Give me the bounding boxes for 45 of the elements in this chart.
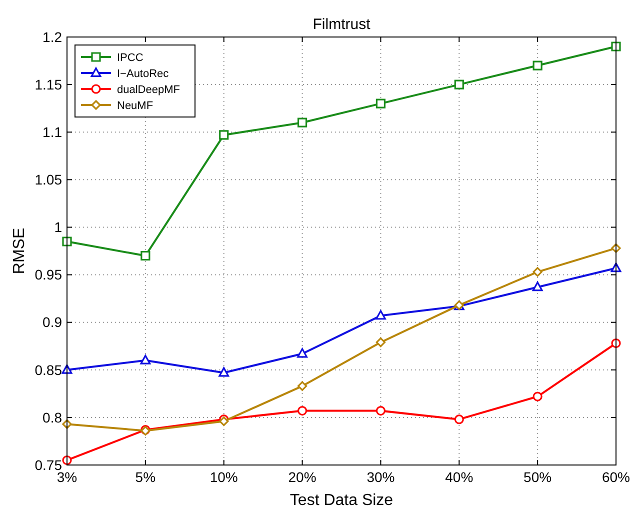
point xyxy=(532,60,542,70)
x-tick-label: 5% xyxy=(135,469,156,485)
point xyxy=(140,250,150,261)
y-axis-title: RMSE xyxy=(11,228,28,274)
legend-label: IPCC xyxy=(117,52,144,64)
legend-label: I−AutoRec xyxy=(117,68,170,80)
point xyxy=(297,381,308,391)
point xyxy=(376,98,386,108)
y-tick-label: 1.15 xyxy=(34,76,62,92)
point xyxy=(454,80,464,90)
point xyxy=(611,42,621,52)
x-tick-label: 10% xyxy=(210,469,238,485)
x-tick-label: 20% xyxy=(288,469,316,485)
point xyxy=(532,267,542,277)
point xyxy=(297,406,308,416)
x-tick-label: 40% xyxy=(445,469,474,485)
point xyxy=(62,455,72,466)
point xyxy=(62,236,72,246)
x-axis-title: Test Data Size xyxy=(290,492,394,509)
point xyxy=(218,367,230,377)
point xyxy=(532,282,543,292)
point xyxy=(297,348,308,358)
y-tick-label: 1.05 xyxy=(34,172,62,188)
point xyxy=(140,354,151,364)
legend-label: NeuMF xyxy=(117,100,154,112)
point xyxy=(532,392,542,402)
y-tick-label: 1.2 xyxy=(42,28,62,45)
y-tick-label: 0.85 xyxy=(34,362,62,378)
x-tick-label: 50% xyxy=(524,469,552,485)
x-tick-label: 60% xyxy=(602,469,630,485)
y-tick-label: 1.1 xyxy=(42,124,62,140)
point xyxy=(219,130,229,140)
legend-label: dualDeepMF xyxy=(117,84,180,96)
y-tick-label: 1 xyxy=(54,219,62,236)
y-tick-label: 0.95 xyxy=(34,266,62,283)
y-tick-label: 0.9 xyxy=(42,314,62,330)
chart-title: Filmtrust xyxy=(312,16,372,33)
point xyxy=(297,118,308,128)
point xyxy=(62,419,72,429)
y-tick-label: 0.8 xyxy=(42,409,62,426)
point xyxy=(376,406,386,416)
point xyxy=(376,338,386,348)
point xyxy=(376,310,386,320)
point xyxy=(454,414,464,424)
x-tick-label: 30% xyxy=(366,469,395,485)
